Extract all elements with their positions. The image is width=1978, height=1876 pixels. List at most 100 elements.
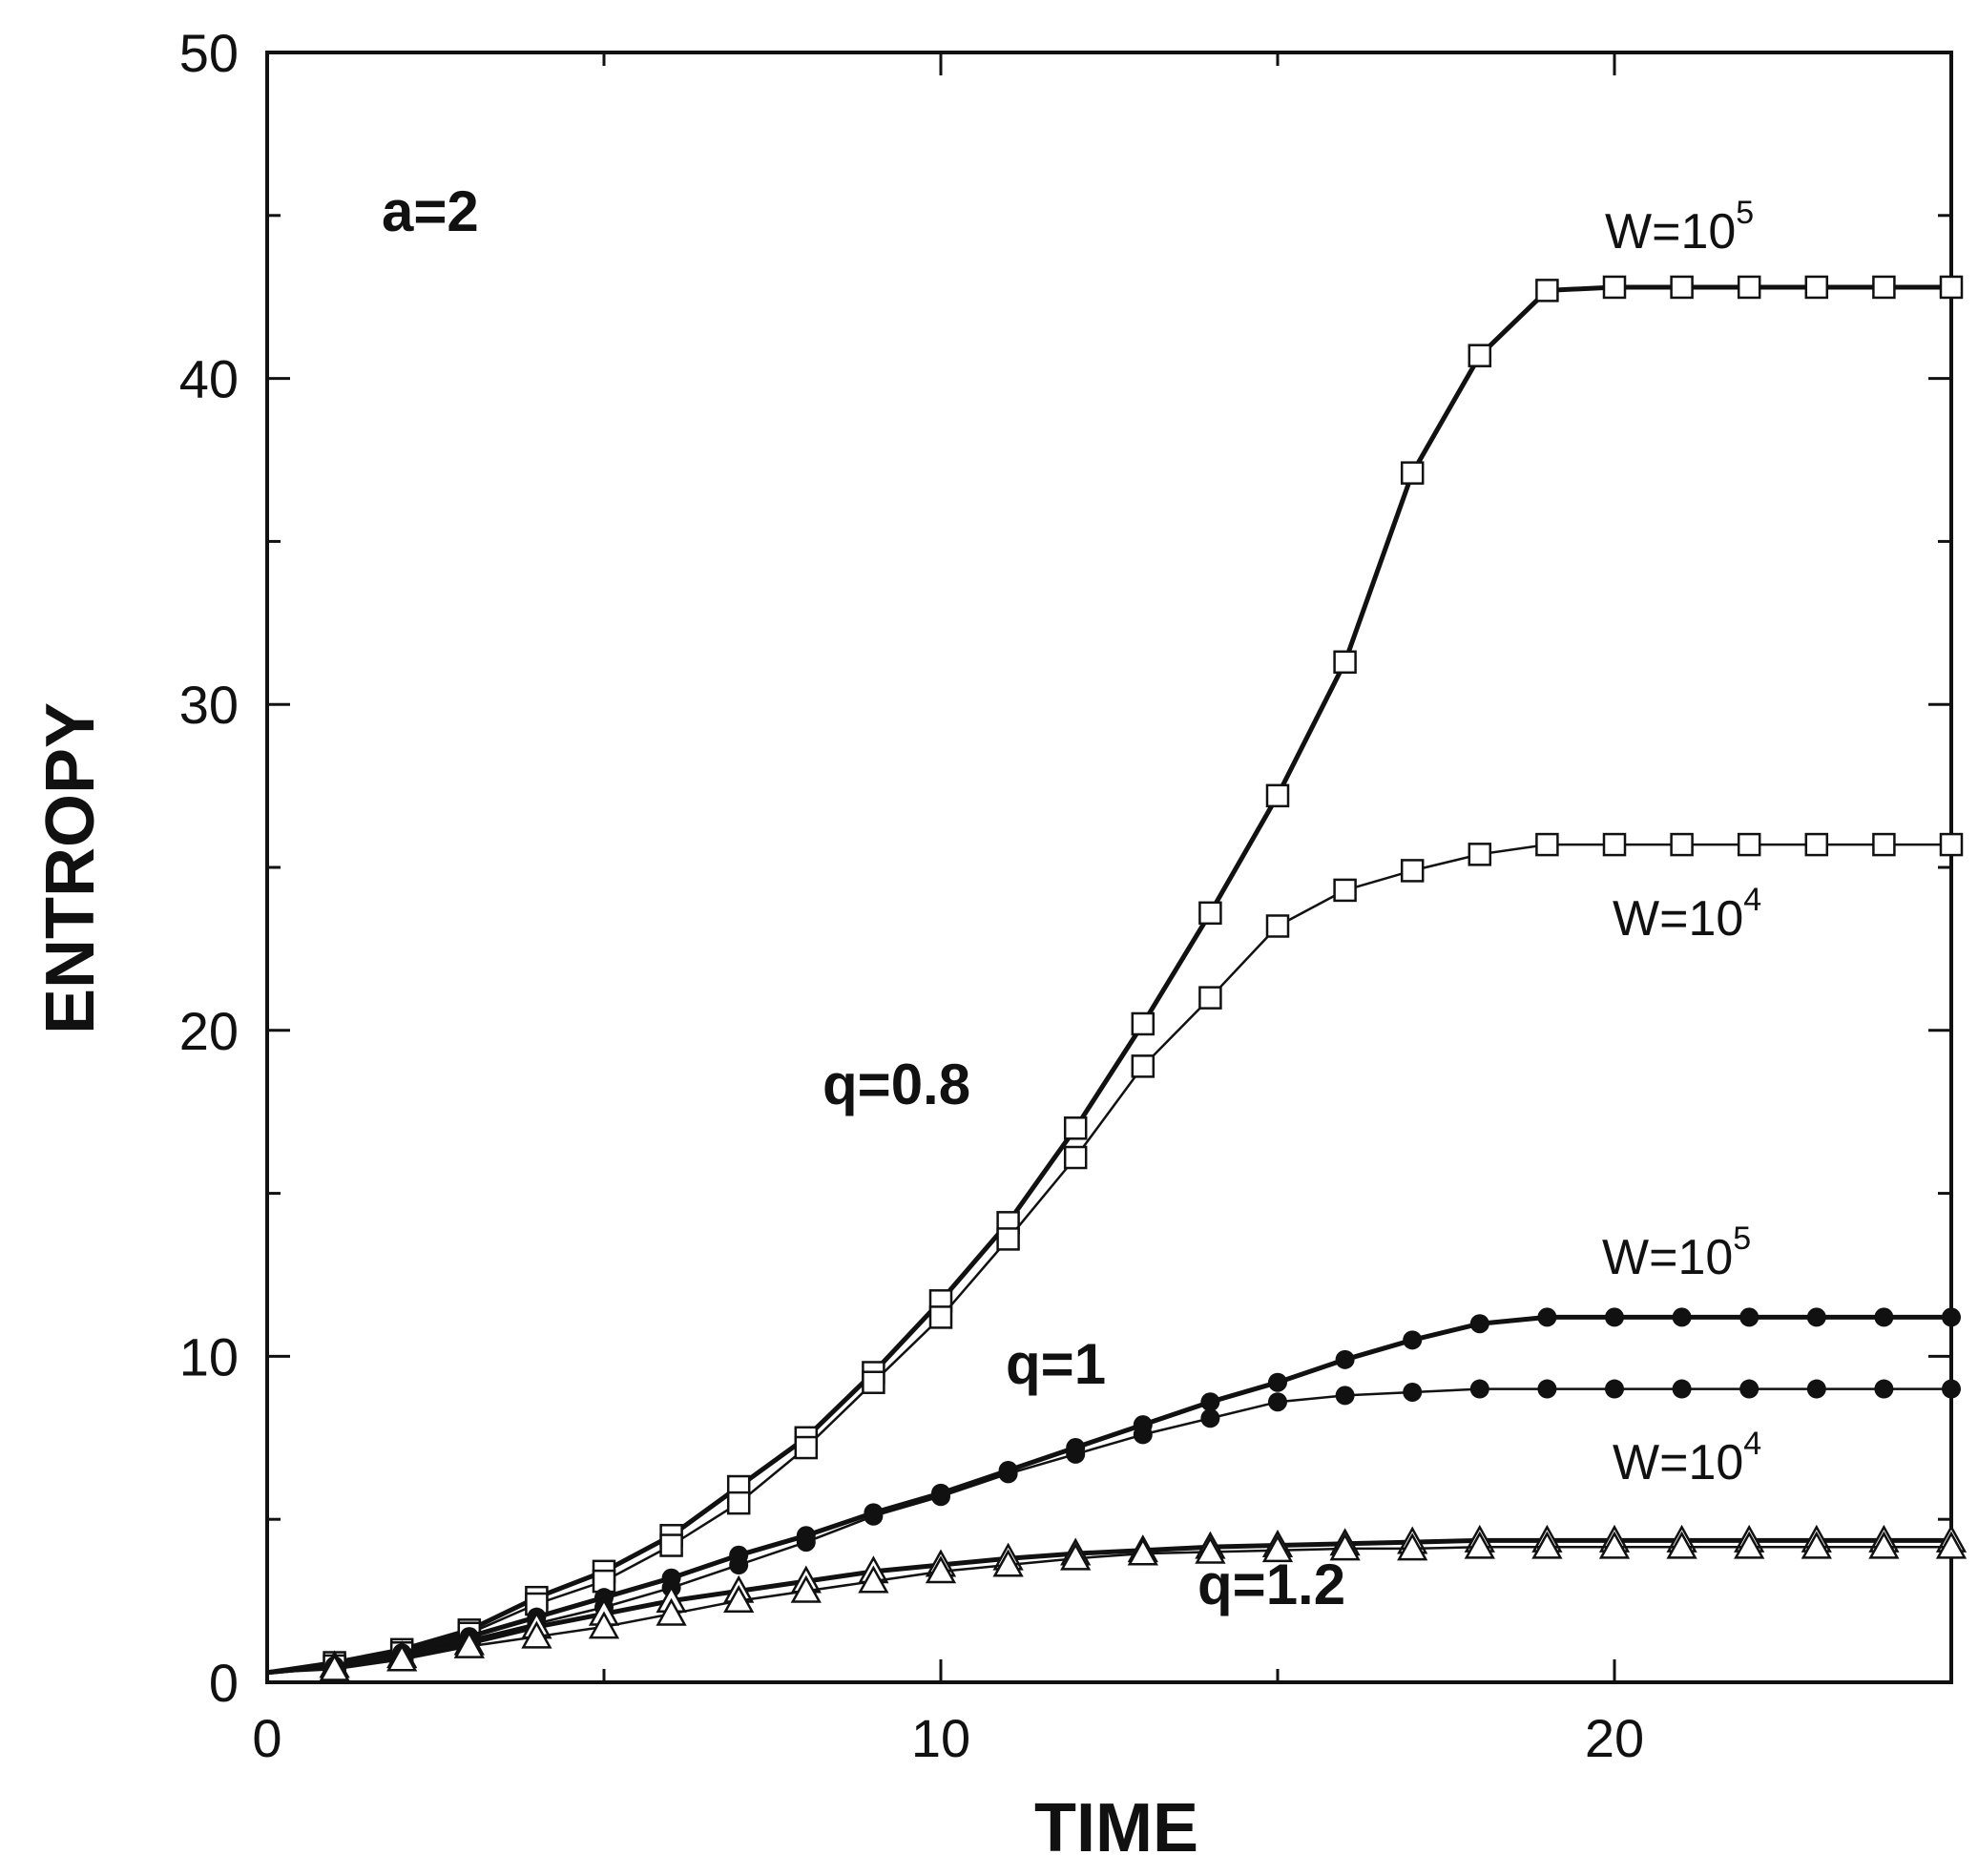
data-point xyxy=(1200,1392,1220,1412)
data-point xyxy=(1261,1534,1294,1563)
data-point xyxy=(992,1549,1024,1577)
w4-top-base: W=10 xyxy=(1613,891,1743,947)
axes: 0 10 20 30 40 50 0 10 20 xyxy=(179,23,1953,1768)
data-point xyxy=(521,1620,552,1649)
data-point xyxy=(1131,1011,1156,1036)
data-point xyxy=(723,1585,755,1614)
data-point xyxy=(1333,650,1357,675)
data-point xyxy=(1468,843,1492,866)
q1-label: q=1 xyxy=(1006,1332,1106,1396)
data-point xyxy=(1400,859,1425,883)
w4-mid-exponent: 4 xyxy=(1743,1426,1761,1462)
series-line xyxy=(266,1545,1951,1675)
data-point xyxy=(659,1533,683,1557)
data-point xyxy=(1672,1307,1692,1327)
data-point xyxy=(1535,279,1559,302)
data-point xyxy=(996,1227,1020,1251)
data-point xyxy=(1195,1535,1226,1564)
data-point xyxy=(1872,832,1896,857)
data-point xyxy=(925,1555,957,1584)
w4-mid-label: W=104 xyxy=(1613,1426,1761,1490)
panel-label: a=2 xyxy=(382,179,479,243)
data-point xyxy=(1468,344,1492,367)
w5-mid-label: W=105 xyxy=(1602,1220,1751,1285)
data-point xyxy=(1598,1531,1631,1559)
data-point xyxy=(1268,1392,1287,1412)
data-point xyxy=(864,1506,884,1526)
x-axis-title: TIME xyxy=(1034,1790,1198,1866)
q08-label: q=0.8 xyxy=(822,1053,970,1116)
data-point xyxy=(726,1490,751,1515)
data-point xyxy=(1403,1382,1423,1402)
data-point xyxy=(1469,1314,1489,1334)
data-point xyxy=(1605,1307,1624,1327)
data-point xyxy=(1602,832,1627,857)
data-point xyxy=(1268,1372,1287,1392)
data-point xyxy=(1804,275,1829,300)
data-point xyxy=(729,1555,749,1575)
data-point xyxy=(1060,1542,1092,1571)
data-point xyxy=(1537,1379,1557,1399)
data-point xyxy=(656,1597,687,1626)
w5-top-label: W=105 xyxy=(1605,195,1754,260)
data-point xyxy=(1737,275,1761,300)
data-point xyxy=(1265,914,1290,938)
data-point xyxy=(1531,1531,1563,1559)
data-point xyxy=(1739,1379,1759,1399)
w4-top-label: W=104 xyxy=(1613,882,1761,947)
data-point xyxy=(928,1305,953,1329)
data-point xyxy=(794,1435,819,1460)
y-tick-label: 50 xyxy=(179,23,239,83)
data-point xyxy=(1535,832,1559,857)
data-point xyxy=(1537,1307,1557,1327)
data-point xyxy=(1265,783,1290,808)
series-line xyxy=(266,1537,1951,1676)
data-point xyxy=(386,1643,418,1672)
w5-top-exponent: 5 xyxy=(1736,195,1754,231)
x-tick-label: 0 xyxy=(252,1708,281,1768)
data-point xyxy=(790,1574,822,1603)
data-point xyxy=(1066,1444,1086,1464)
data-point xyxy=(1806,1379,1826,1399)
data-point xyxy=(1397,1532,1428,1561)
w5-mid-exponent: 5 xyxy=(1733,1220,1751,1257)
data-point xyxy=(1605,1379,1624,1399)
data-point xyxy=(1672,1379,1692,1399)
data-point xyxy=(796,1532,816,1553)
w4-top-exponent: 4 xyxy=(1743,882,1761,918)
data-point xyxy=(1942,1307,1961,1327)
data-point xyxy=(1602,275,1627,300)
data-point xyxy=(1666,1531,1697,1559)
data-point xyxy=(1935,1531,1968,1559)
y-tick-label: 30 xyxy=(179,675,239,735)
data-point xyxy=(1127,1537,1158,1566)
data-point xyxy=(1063,1145,1088,1170)
series-line xyxy=(266,1314,1951,1676)
data-point xyxy=(998,1464,1018,1484)
w4-mid-base: W=10 xyxy=(1613,1435,1743,1490)
data-point xyxy=(862,1370,885,1394)
data-point xyxy=(1872,275,1896,300)
q12-label: q=1.2 xyxy=(1197,1553,1345,1616)
data-point xyxy=(1133,1425,1153,1445)
data-point xyxy=(1939,275,1964,300)
data-point xyxy=(1874,1379,1894,1399)
data-point xyxy=(1874,1307,1894,1327)
data-point xyxy=(1801,1531,1832,1559)
data-point xyxy=(1942,1379,1961,1399)
w5-top-base: W=10 xyxy=(1605,204,1736,260)
data-point xyxy=(1403,1330,1423,1350)
data-point xyxy=(1670,832,1694,857)
data-point xyxy=(1333,878,1357,903)
data-point xyxy=(1739,1307,1759,1327)
series-line xyxy=(266,1387,1951,1675)
data-point xyxy=(1737,832,1761,857)
data-point xyxy=(588,1611,620,1639)
data-point xyxy=(1464,1531,1495,1559)
y-tick-label: 20 xyxy=(179,1001,239,1061)
data-point xyxy=(1200,1408,1220,1428)
y-axis-title: ENTROPY xyxy=(32,702,109,1034)
series-layer xyxy=(266,275,1968,1681)
data-point xyxy=(858,1565,889,1594)
